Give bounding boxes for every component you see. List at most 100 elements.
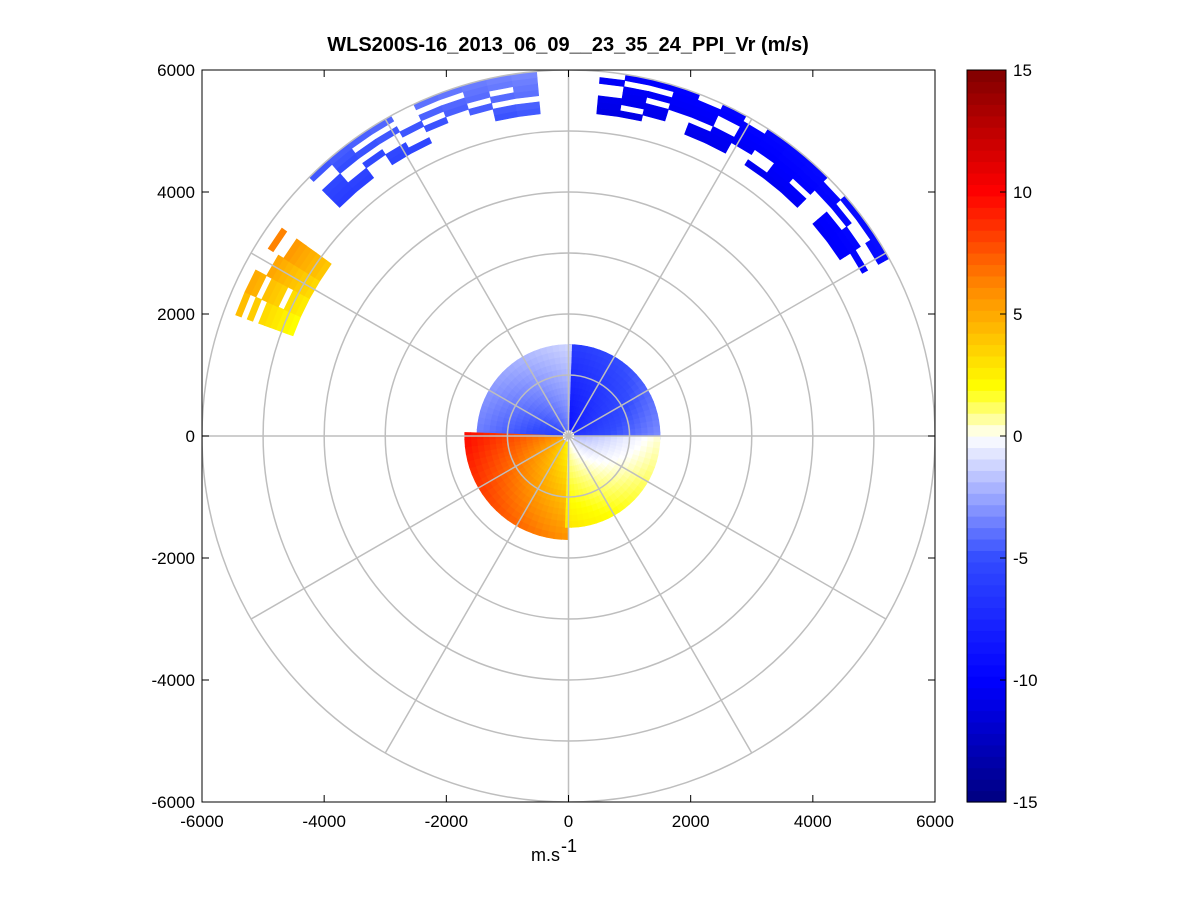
velocity-cell [470, 438, 478, 447]
velocity-cell [515, 101, 541, 112]
colorbar-swatch [967, 287, 1006, 300]
colorbar-swatch [967, 596, 1006, 609]
y-tick-label: 4000 [157, 183, 195, 202]
velocity-cell [483, 443, 491, 452]
colorbar-swatch [967, 253, 1006, 266]
velocity-cell [244, 269, 262, 295]
velocity-cell [476, 438, 484, 446]
colorbar-swatch [967, 470, 1006, 483]
velocity-cell [570, 514, 578, 522]
velocity-cell [641, 435, 649, 442]
colorbar-swatch [967, 744, 1006, 757]
velocity-cell [830, 203, 852, 228]
colorbar-swatch [967, 721, 1006, 734]
x-tick-label: -2000 [425, 812, 468, 831]
velocity-cell [622, 429, 630, 435]
velocity-cell [841, 226, 861, 251]
colorbar-swatch [967, 516, 1006, 529]
y-tick-label: -2000 [152, 549, 195, 568]
velocity-cell [569, 478, 574, 486]
velocity-cell [559, 350, 567, 358]
azimuth-spoke [568, 435, 887, 620]
x-tick-label: 2000 [672, 812, 710, 831]
colorbar-swatch [967, 733, 1006, 746]
colorbar-swatch [967, 641, 1006, 654]
colorbar-swatch [967, 493, 1006, 506]
colorbar-swatch [967, 207, 1006, 220]
colorbar-swatch [967, 687, 1006, 700]
colorbar-swatch [967, 70, 1006, 83]
azimuth-spoke [250, 435, 569, 620]
colorbar-swatch [967, 92, 1006, 105]
colorbar-swatch [967, 298, 1006, 311]
colorbar-swatch [967, 619, 1006, 632]
colorbar-swatch [967, 344, 1006, 357]
colorbar-swatch [967, 756, 1006, 769]
colorbar-swatch [967, 436, 1006, 449]
velocity-cell [513, 437, 521, 443]
colorbar-swatch [967, 264, 1006, 277]
velocity-cell [575, 507, 583, 516]
colorbar-swatch [967, 138, 1006, 151]
velocity-cell [489, 443, 497, 451]
velocity-cell [562, 380, 568, 388]
colorbar-swatch [967, 275, 1006, 288]
colorbar-swatch [967, 538, 1006, 551]
velocity-cell [375, 126, 401, 145]
velocity-cell [560, 362, 567, 370]
velocity-cell [553, 532, 563, 540]
colorbar-swatch [967, 161, 1006, 174]
colorbar-swatch [967, 172, 1006, 185]
velocity-cell [784, 182, 807, 204]
colorbar-swatch [967, 767, 1006, 780]
velocity-cell [652, 419, 660, 428]
colorbar-swatch [967, 81, 1006, 94]
velocity-cell [635, 435, 643, 442]
velocity-cell [634, 427, 643, 435]
colorbar-tick-label: 10 [1013, 183, 1032, 202]
colorbar-swatch [967, 218, 1006, 231]
velocity-cell [653, 435, 661, 443]
colorbar-tick-label: 15 [1013, 61, 1032, 80]
velocity-cell [267, 227, 288, 253]
colorbar-swatch [967, 367, 1006, 380]
velocity-cell [641, 427, 649, 434]
colorbar-swatch [967, 573, 1006, 586]
colorbar-swatch [967, 355, 1006, 368]
colorbar-swatch [967, 653, 1006, 666]
velocity-cell [525, 436, 533, 441]
velocity-cell [559, 356, 567, 364]
velocity-cell [571, 520, 579, 528]
colorbar-swatch [967, 333, 1006, 346]
colorbar-tick-label: 0 [1013, 427, 1022, 446]
velocity-cell [647, 435, 655, 443]
azimuth-spoke [384, 435, 570, 754]
colorbar-swatch [967, 630, 1006, 643]
velocity-cell [362, 149, 386, 169]
colorbar-swatch [967, 790, 1006, 803]
colorbar-swatch [967, 504, 1006, 517]
colorbar-swatch [967, 104, 1006, 117]
colorbar-swatch [967, 115, 1006, 128]
y-tick-label: 2000 [157, 305, 195, 324]
chart-title: WLS200S-16_2013_06_09__23_35_24_PPI_Vr (… [327, 34, 808, 56]
colorbar-swatch [967, 710, 1006, 723]
colorbar-swatch [967, 447, 1006, 460]
velocity-cell [507, 437, 515, 443]
velocity-cell [570, 508, 578, 516]
colorbar-swatch [967, 424, 1006, 437]
velocity-cell [576, 513, 584, 522]
colorbar-swatch [967, 401, 1006, 414]
colorbar-tick-label: -5 [1013, 549, 1028, 568]
velocity-cell [554, 526, 563, 534]
velocity-cell [849, 249, 869, 274]
colorbar: 15 10 5 0 -5 -10 -15 [966, 61, 1038, 812]
velocity-cell [561, 526, 569, 534]
x-tick-label: 6000 [916, 812, 954, 831]
colorbar-swatch [967, 184, 1006, 197]
colorbar-swatch [967, 150, 1006, 163]
velocity-cell [610, 430, 618, 435]
velocity-cell [640, 421, 648, 429]
velocity-cell [569, 472, 574, 480]
velocity-cell [604, 431, 612, 436]
